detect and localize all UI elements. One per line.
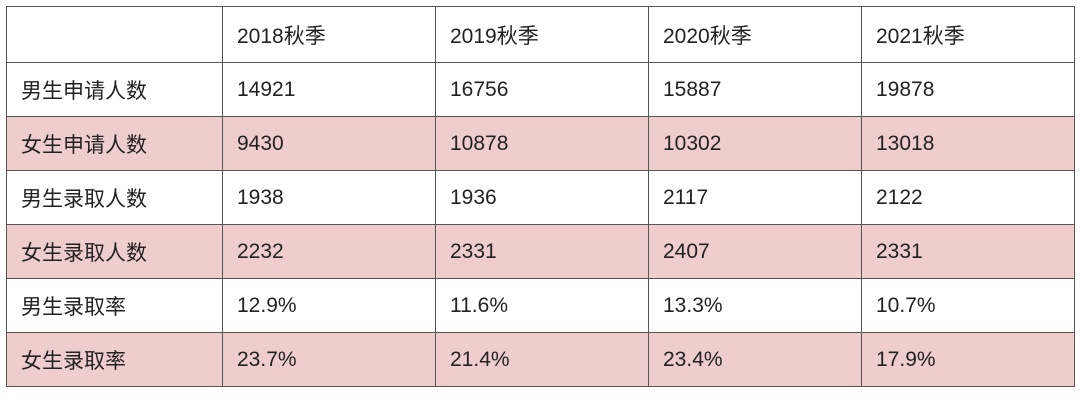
row-label: 男生录取人数 — [6, 170, 223, 225]
cell: 11.6% — [435, 278, 649, 333]
cell: 9430 — [222, 116, 436, 171]
cell: 21.4% — [435, 332, 649, 387]
cell: 10.7% — [861, 278, 1075, 333]
cell: 1936 — [435, 170, 649, 225]
row-label: 男生录取率 — [6, 278, 223, 333]
cell: 10302 — [648, 116, 862, 171]
data-row: 男生申请人数 14921 16756 15887 19878 — [6, 62, 1075, 117]
cell: 17.9% — [861, 332, 1075, 387]
cell: 13018 — [861, 116, 1075, 171]
row-label: 女生申请人数 — [6, 116, 223, 171]
data-row: 男生录取人数 1938 1936 2117 2122 — [6, 170, 1075, 225]
data-row: 女生录取率 23.7% 21.4% 23.4% 17.9% — [6, 332, 1075, 387]
cell: 15887 — [648, 62, 862, 117]
column-header: 2018秋季 — [222, 6, 436, 63]
cell: 23.7% — [222, 332, 436, 387]
cell: 23.4% — [648, 332, 862, 387]
column-header: 2019秋季 — [435, 6, 649, 63]
cell: 2122 — [861, 170, 1075, 225]
cell: 2232 — [222, 224, 436, 279]
cell: 2117 — [648, 170, 862, 225]
row-label: 男生申请人数 — [6, 62, 223, 117]
row-label: 女生录取人数 — [6, 224, 223, 279]
corner-cell — [6, 6, 223, 63]
cell: 14921 — [222, 62, 436, 117]
data-row: 男生录取率 12.9% 11.6% 13.3% 10.7% — [6, 278, 1075, 333]
column-header: 2020秋季 — [648, 6, 862, 63]
cell: 13.3% — [648, 278, 862, 333]
data-table: 2018秋季 2019秋季 2020秋季 2021秋季 男生申请人数 14921 1675… — [6, 6, 1075, 387]
cell: 2331 — [435, 224, 649, 279]
data-row: 女生申请人数 9430 10878 10302 13018 — [6, 116, 1075, 171]
header-row: 2018秋季 2019秋季 2020秋季 2021秋季 — [6, 6, 1075, 63]
cell: 12.9% — [222, 278, 436, 333]
row-label: 女生录取率 — [6, 332, 223, 387]
column-header: 2021秋季 — [861, 6, 1075, 63]
data-row: 女生录取人数 2232 2331 2407 2331 — [6, 224, 1075, 279]
cell: 19878 — [861, 62, 1075, 117]
cell: 2331 — [861, 224, 1075, 279]
cell: 2407 — [648, 224, 862, 279]
table-body: 2018秋季 2019秋季 2020秋季 2021秋季 男生申请人数 14921 1675… — [6, 6, 1075, 387]
cell: 1938 — [222, 170, 436, 225]
cell: 16756 — [435, 62, 649, 117]
cell: 10878 — [435, 116, 649, 171]
